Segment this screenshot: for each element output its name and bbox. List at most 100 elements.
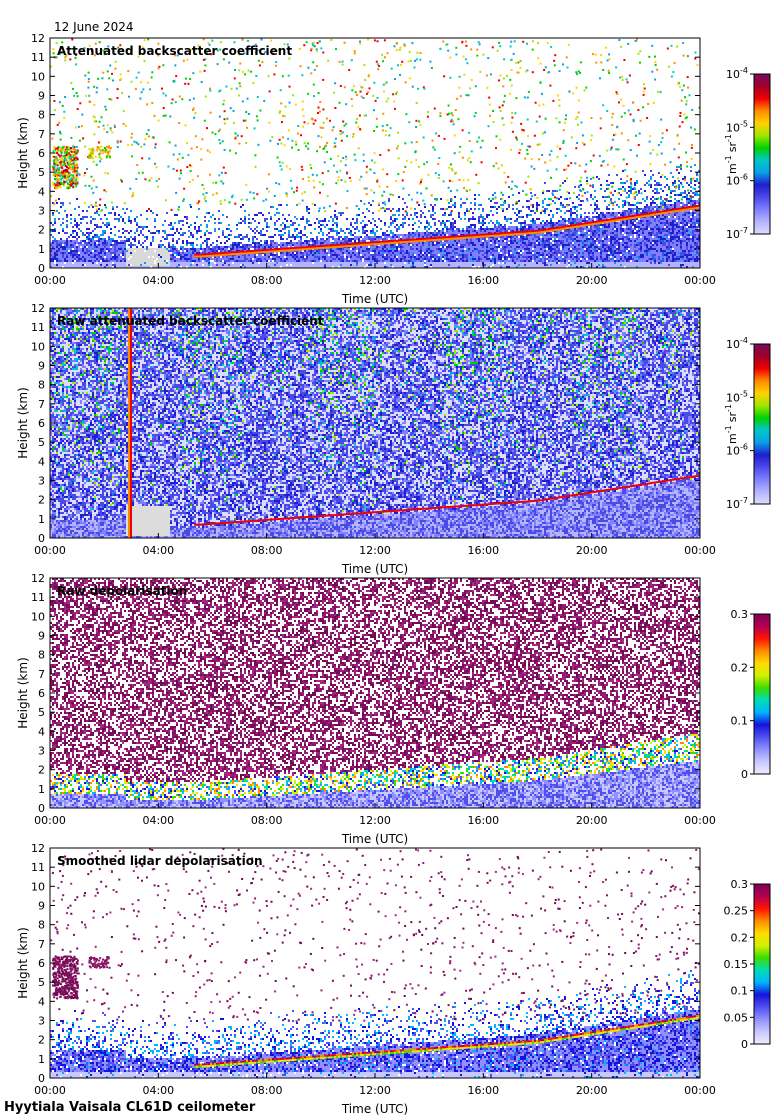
colorbar-unit: m-1sr-1 bbox=[724, 404, 739, 444]
colorbar-tick-label: 0 bbox=[741, 768, 748, 781]
x-tick-label: 00:00 bbox=[684, 544, 716, 557]
y-tick-label: 9 bbox=[38, 630, 45, 643]
y-axis-label: Height (km) bbox=[16, 657, 30, 728]
colorbar-tick-label: 10-5 bbox=[726, 119, 748, 134]
y-tick-label: 3 bbox=[38, 1015, 45, 1028]
y-tick-label: 10 bbox=[31, 880, 45, 893]
x-tick-label: 00:00 bbox=[34, 1084, 66, 1097]
y-tick-label: 4 bbox=[38, 725, 45, 738]
y-tick-label: 1 bbox=[38, 513, 45, 526]
y-tick-label: 11 bbox=[31, 861, 45, 874]
y-tick-label: 7 bbox=[38, 668, 45, 681]
panel-4: Smoothed lidar depolarisation01234567891… bbox=[16, 842, 770, 1116]
colorbar-tick-label: 0.25 bbox=[724, 905, 749, 918]
y-tick-label: 3 bbox=[38, 745, 45, 758]
y-tick-label: 6 bbox=[38, 687, 45, 700]
colorbar-tick-label: 10-7 bbox=[726, 226, 748, 241]
y-tick-label: 9 bbox=[38, 360, 45, 373]
panel-title: Smoothed lidar depolarisation bbox=[57, 854, 263, 868]
heatmap-field bbox=[50, 38, 701, 268]
x-tick-label: 12:00 bbox=[359, 274, 391, 287]
y-tick-label: 12 bbox=[31, 842, 45, 855]
x-tick-label: 00:00 bbox=[684, 274, 716, 287]
y-tick-label: 12 bbox=[31, 572, 45, 585]
x-tick-label: 04:00 bbox=[142, 274, 174, 287]
colorbar-tick-label: 0.2 bbox=[731, 661, 749, 674]
y-tick-label: 8 bbox=[38, 649, 45, 662]
x-tick-label: 08:00 bbox=[251, 544, 283, 557]
colorbar-tick-label: 10-4 bbox=[726, 336, 748, 351]
colorbar-tick-label: 10-5 bbox=[726, 389, 748, 404]
colorbar-tick-label: 10-4 bbox=[726, 66, 748, 81]
panel-title: Raw attenuated backscatter coefficient bbox=[57, 314, 324, 328]
x-tick-label: 12:00 bbox=[359, 814, 391, 827]
x-tick-label: 04:00 bbox=[142, 1084, 174, 1097]
x-tick-label: 16:00 bbox=[467, 544, 499, 557]
y-tick-label: 9 bbox=[38, 90, 45, 103]
x-tick-label: 04:00 bbox=[142, 544, 174, 557]
y-tick-label: 3 bbox=[38, 205, 45, 218]
y-tick-label: 1 bbox=[38, 1053, 45, 1066]
panel-title: Attenuated backscatter coefficient bbox=[57, 44, 292, 58]
x-tick-label: 00:00 bbox=[34, 814, 66, 827]
y-tick-label: 10 bbox=[31, 610, 45, 623]
y-tick-label: 5 bbox=[38, 706, 45, 719]
x-tick-label: 08:00 bbox=[251, 274, 283, 287]
x-axis-label: Time (UTC) bbox=[341, 562, 408, 576]
y-tick-label: 11 bbox=[31, 321, 45, 334]
colorbar-unit: m-1sr-1 bbox=[724, 134, 739, 174]
x-tick-label: 00:00 bbox=[34, 274, 66, 287]
x-axis-label: Time (UTC) bbox=[341, 292, 408, 306]
y-tick-label: 12 bbox=[31, 32, 45, 45]
colorbar bbox=[754, 884, 770, 1044]
x-tick-label: 00:00 bbox=[34, 544, 66, 557]
y-tick-label: 8 bbox=[38, 919, 45, 932]
x-tick-label: 00:00 bbox=[684, 814, 716, 827]
colorbar-tick-label: 0.15 bbox=[724, 958, 749, 971]
x-tick-label: 08:00 bbox=[251, 814, 283, 827]
y-tick-label: 5 bbox=[38, 976, 45, 989]
y-tick-label: 4 bbox=[38, 185, 45, 198]
x-tick-label: 20:00 bbox=[576, 274, 608, 287]
x-tick-label: 20:00 bbox=[576, 544, 608, 557]
y-tick-label: 6 bbox=[38, 147, 45, 160]
y-tick-label: 11 bbox=[31, 591, 45, 604]
y-tick-label: 7 bbox=[38, 398, 45, 411]
y-tick-label: 4 bbox=[38, 455, 45, 468]
x-tick-label: 16:00 bbox=[467, 1084, 499, 1097]
y-tick-label: 1 bbox=[38, 243, 45, 256]
colorbar bbox=[754, 74, 770, 234]
colorbar-tick-label: 10-7 bbox=[726, 496, 748, 511]
x-tick-label: 16:00 bbox=[467, 274, 499, 287]
y-tick-label: 6 bbox=[38, 957, 45, 970]
x-tick-label: 00:00 bbox=[684, 1084, 716, 1097]
y-tick-label: 7 bbox=[38, 938, 45, 951]
y-tick-label: 2 bbox=[38, 764, 45, 777]
x-tick-label: 12:00 bbox=[359, 1084, 391, 1097]
x-tick-label: 20:00 bbox=[576, 814, 608, 827]
y-tick-label: 9 bbox=[38, 900, 45, 913]
x-tick-label: 08:00 bbox=[251, 1084, 283, 1097]
colorbar-tick-label: 0.05 bbox=[724, 1011, 749, 1024]
y-axis-label: Height (km) bbox=[16, 117, 30, 188]
y-tick-label: 4 bbox=[38, 995, 45, 1008]
y-tick-label: 7 bbox=[38, 128, 45, 141]
heatmap-field bbox=[50, 308, 700, 538]
y-tick-label: 8 bbox=[38, 109, 45, 122]
y-axis-label: Height (km) bbox=[16, 927, 30, 998]
x-axis-label: Time (UTC) bbox=[341, 832, 408, 846]
x-tick-label: 12:00 bbox=[359, 544, 391, 557]
y-tick-label: 5 bbox=[38, 166, 45, 179]
instrument-label: Hyytiala Vaisala CL61D ceilometer bbox=[4, 1100, 255, 1115]
x-tick-label: 04:00 bbox=[142, 814, 174, 827]
y-tick-label: 2 bbox=[38, 494, 45, 507]
colorbar-tick-label: 0.1 bbox=[731, 715, 749, 728]
panel-1: Attenuated backscatter coefficient012345… bbox=[16, 32, 770, 306]
y-tick-label: 6 bbox=[38, 417, 45, 430]
heatmap-field bbox=[50, 848, 700, 1078]
y-tick-label: 8 bbox=[38, 379, 45, 392]
x-tick-label: 20:00 bbox=[576, 1084, 608, 1097]
